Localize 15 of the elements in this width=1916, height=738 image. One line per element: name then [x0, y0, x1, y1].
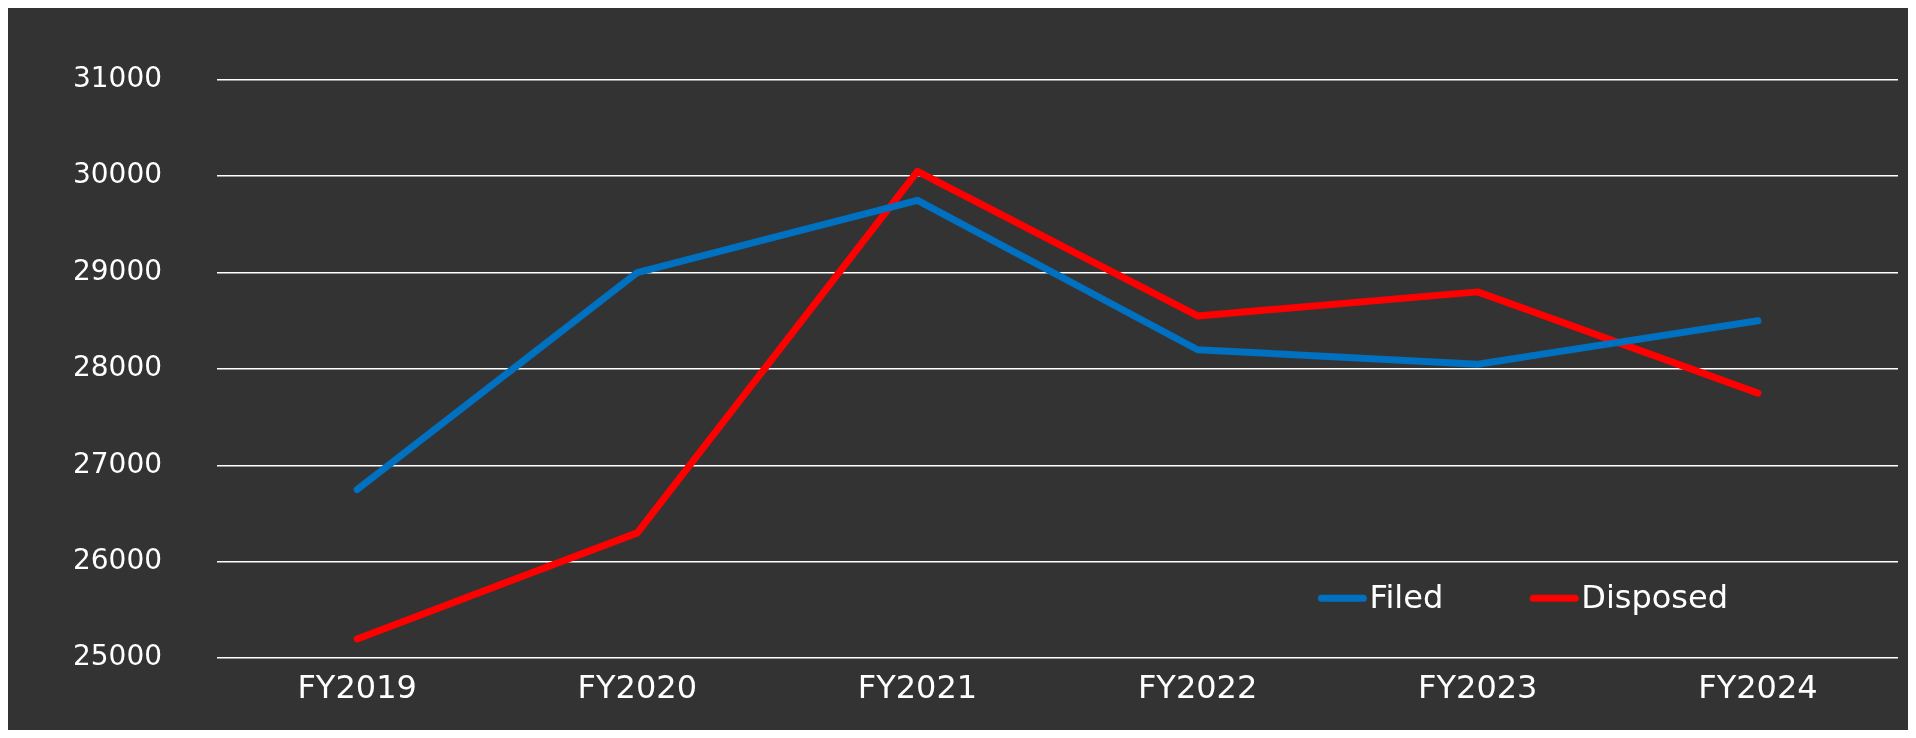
- legend-label: Filed: [1369, 577, 1444, 616]
- y-tick-label: 26000: [72, 543, 163, 577]
- x-tick-label: FY2022: [1137, 667, 1258, 706]
- x-tick-label: FY2020: [577, 667, 697, 706]
- y-tick-label: 25000: [72, 639, 163, 673]
- x-tick-label: FY2019: [297, 667, 417, 706]
- x-tick-label: FY2024: [1698, 667, 1818, 706]
- y-tick-label: 31000: [72, 61, 163, 95]
- y-tick-label: 30000: [72, 157, 163, 191]
- legend-label: Disposed: [1581, 577, 1728, 616]
- x-tick-label: FY2023: [1418, 667, 1538, 706]
- y-tick-label: 29000: [72, 253, 163, 287]
- y-tick-label: 28000: [72, 350, 163, 384]
- y-tick-label: 27000: [72, 446, 163, 480]
- x-tick-label: FY2021: [857, 667, 978, 706]
